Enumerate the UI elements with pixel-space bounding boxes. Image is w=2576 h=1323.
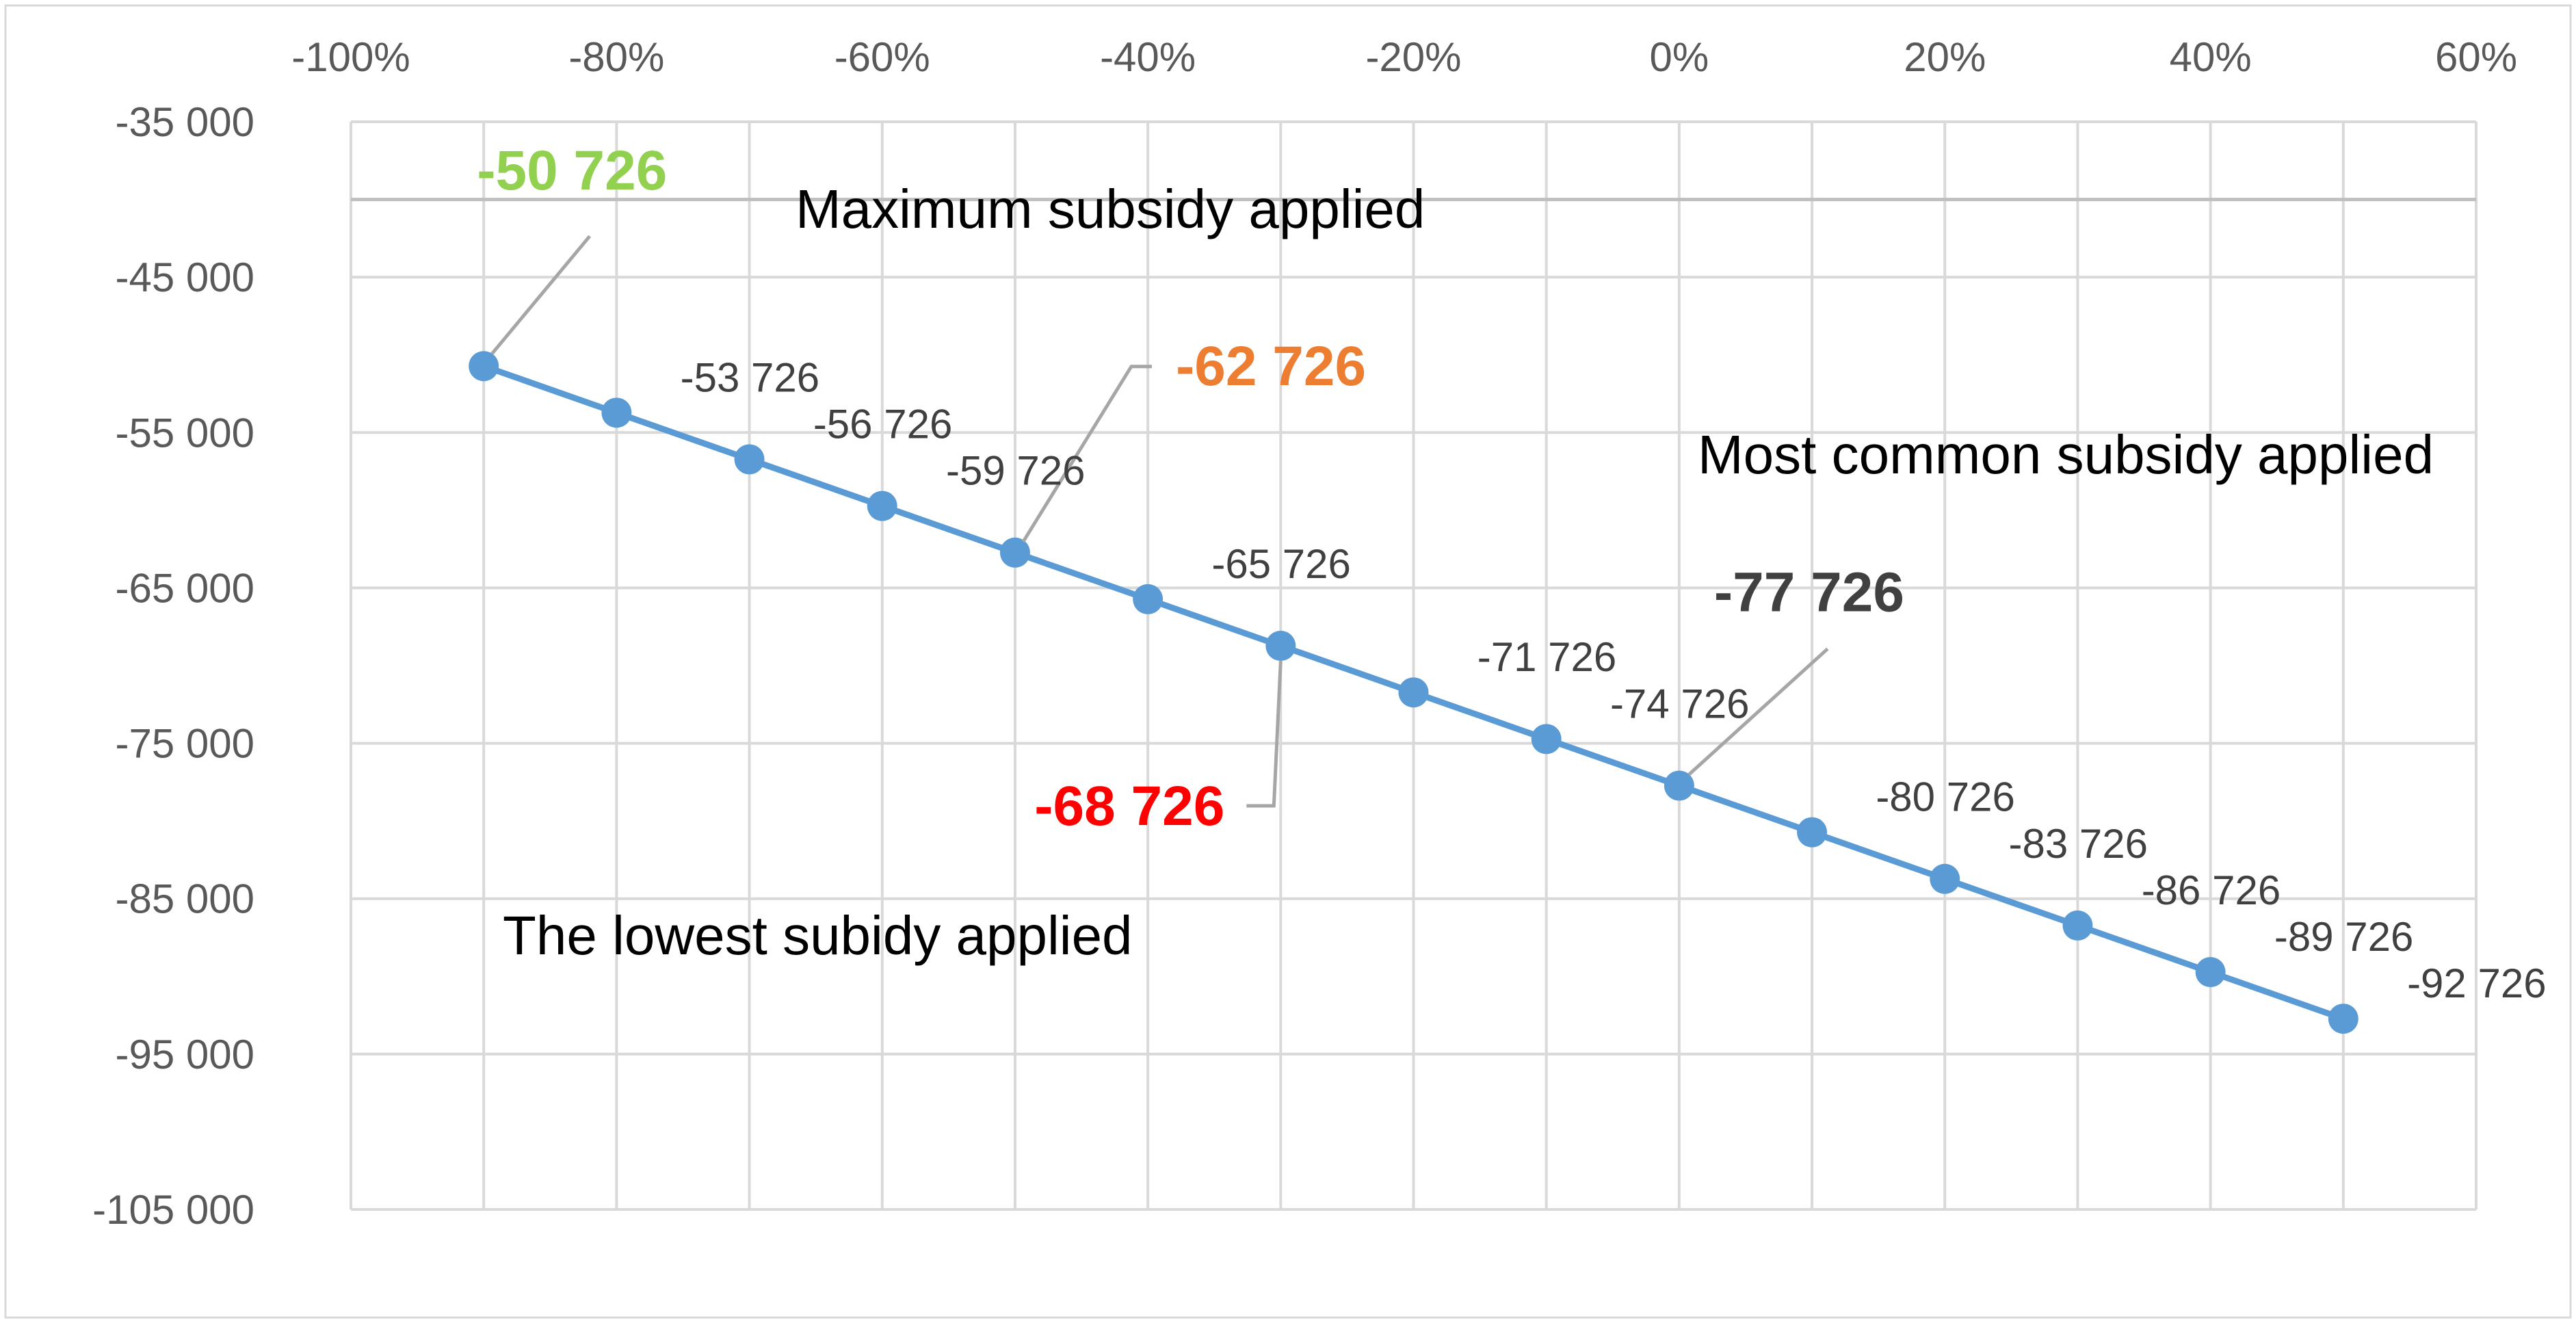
- data-label: -65 726: [1211, 541, 1351, 587]
- x-tick-label: 20%: [1904, 34, 1986, 80]
- data-label: -80 726: [1876, 774, 2015, 820]
- series-line: [469, 351, 2358, 1034]
- data-point: [2062, 910, 2093, 941]
- highlight-data-label: -62 726: [1176, 335, 1366, 397]
- annotation-maximum-subsidy: Maximum subsidy applied: [796, 179, 1425, 239]
- x-tick-label: 40%: [2170, 34, 2252, 80]
- highlight-data-label: -77 726: [1714, 561, 1904, 623]
- data-point: [1398, 677, 1429, 708]
- data-label: -71 726: [1477, 634, 1617, 680]
- annotations: Maximum subsidy applied Most common subsi…: [503, 179, 2434, 966]
- x-tick-label: -20%: [1365, 34, 1461, 80]
- highlight-data-label: -68 726: [1034, 775, 1224, 837]
- chart-border: [4, 4, 2572, 1319]
- y-tick-label: -95 000: [116, 1032, 255, 1077]
- data-label: -53 726: [681, 354, 820, 400]
- data-label: -83 726: [2009, 821, 2148, 867]
- highlight-data-label: -50 726: [477, 140, 667, 202]
- y-tick-label: -65 000: [116, 565, 255, 611]
- data-labels: -50 726 -53 726-56 726-59 726 -62 726 -65 7…: [477, 140, 2546, 1006]
- axes: -35 000 -45 000 -55 000 -65 000 -75 000 -85 0…: [92, 34, 2517, 1233]
- leader-line: [1021, 365, 1152, 543]
- data-point: [1531, 724, 1562, 755]
- data-point: [1930, 863, 1960, 894]
- x-tick-label: 0%: [1650, 34, 1709, 80]
- data-point: [469, 351, 499, 382]
- data-label: -86 726: [2142, 867, 2281, 913]
- data-point: [601, 397, 632, 428]
- x-tick-label: -60%: [834, 34, 930, 80]
- x-tick-label: -100%: [291, 34, 410, 80]
- data-label: -56 726: [813, 401, 953, 447]
- x-tick-label: -40%: [1100, 34, 1196, 80]
- data-label: -92 726: [2407, 960, 2547, 1006]
- gridlines: [350, 120, 2478, 1211]
- leader-line: [1246, 660, 1283, 808]
- data-label: -59 726: [946, 448, 1086, 494]
- data-point: [1265, 631, 1296, 662]
- annotation-most-common-subsidy: Most common subsidy applied: [1698, 424, 2434, 485]
- leader-line: [490, 235, 592, 355]
- data-point: [999, 537, 1030, 568]
- x-tick-label: 60%: [2435, 34, 2517, 80]
- data-point: [867, 490, 897, 521]
- y-tick-label: -35 000: [116, 99, 255, 145]
- x-tick-label: -80%: [568, 34, 664, 80]
- data-label: -74 726: [1610, 681, 1750, 726]
- leader-lines: [490, 235, 1829, 808]
- annotation-lowest-subsidy: The lowest subidy applied: [503, 905, 1133, 966]
- y-tick-label: -55 000: [116, 410, 255, 456]
- y-tick-label: -75 000: [116, 721, 255, 767]
- data-point: [1664, 770, 1694, 801]
- data-point: [1797, 817, 1828, 848]
- data-point: [734, 444, 765, 475]
- y-tick-label: -105 000: [92, 1187, 254, 1233]
- data-point: [2328, 1004, 2358, 1034]
- data-label: -89 726: [2274, 914, 2414, 960]
- leader-line: [1687, 647, 1829, 776]
- y-tick-label: -45 000: [116, 254, 255, 300]
- y-tick-label: -85 000: [116, 876, 255, 922]
- data-point: [1133, 584, 1164, 614]
- data-point: [2195, 957, 2226, 988]
